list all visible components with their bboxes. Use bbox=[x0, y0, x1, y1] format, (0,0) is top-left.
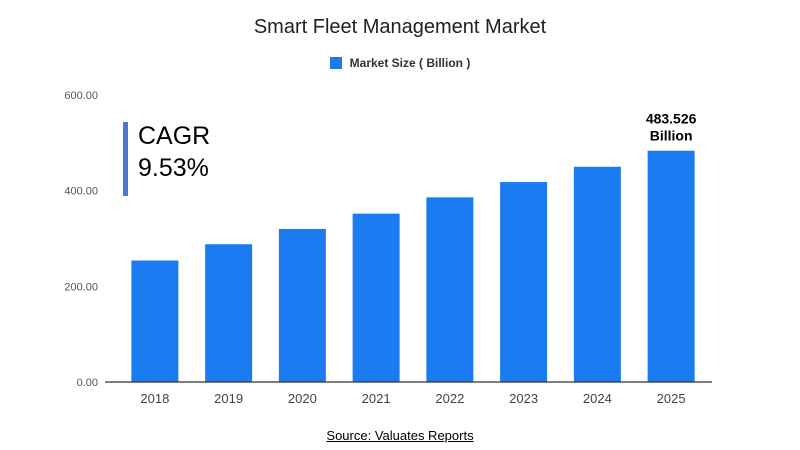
cagr-annotation: CAGR 9.53% bbox=[123, 122, 210, 196]
legend: Market Size ( Billion ) bbox=[0, 56, 800, 70]
bar-2018 bbox=[131, 260, 179, 382]
bars bbox=[131, 150, 695, 382]
x-axis-categories: 2018 2019 2020 2021 2022 2023 2024 2025 bbox=[140, 391, 685, 406]
chart-title: Smart Fleet Management Market bbox=[253, 16, 547, 38]
x-tick-label: 2021 bbox=[362, 391, 391, 406]
y-tick-label: 200.00 bbox=[64, 281, 98, 293]
x-tick-label: 2025 bbox=[657, 391, 686, 406]
x-tick-label: 2020 bbox=[288, 391, 317, 406]
x-tick-label: 2022 bbox=[435, 391, 464, 406]
x-tick-label: 2024 bbox=[583, 391, 612, 406]
bar-2024 bbox=[573, 166, 621, 382]
bar-2020 bbox=[278, 228, 326, 382]
y-tick-label: 400.00 bbox=[64, 186, 98, 198]
bar-2023 bbox=[500, 182, 548, 382]
bar-2025 bbox=[647, 150, 695, 382]
data-label-value: 483.526 bbox=[646, 111, 697, 127]
x-tick-label: 2019 bbox=[214, 391, 243, 406]
legend-swatch bbox=[329, 57, 342, 69]
y-tick-label: 0.00 bbox=[77, 377, 98, 389]
y-tick-label: 600.00 bbox=[64, 90, 98, 102]
cagr-value: 9.53% bbox=[138, 154, 209, 182]
y-axis-ticks: 0.00 200.00 400.00 600.00 bbox=[64, 90, 98, 389]
x-tick-label: 2018 bbox=[140, 391, 169, 406]
source-link[interactable]: Source: Valuates Reports bbox=[326, 428, 474, 443]
bar-2019 bbox=[205, 244, 253, 382]
bar-2022 bbox=[426, 197, 474, 382]
bar-2021 bbox=[352, 213, 400, 382]
data-label-unit: Billion bbox=[650, 128, 693, 144]
legend-label: Market Size ( Billion ) bbox=[349, 56, 471, 70]
x-tick-label: 2023 bbox=[509, 391, 538, 406]
cagr-title: CAGR bbox=[138, 122, 211, 150]
